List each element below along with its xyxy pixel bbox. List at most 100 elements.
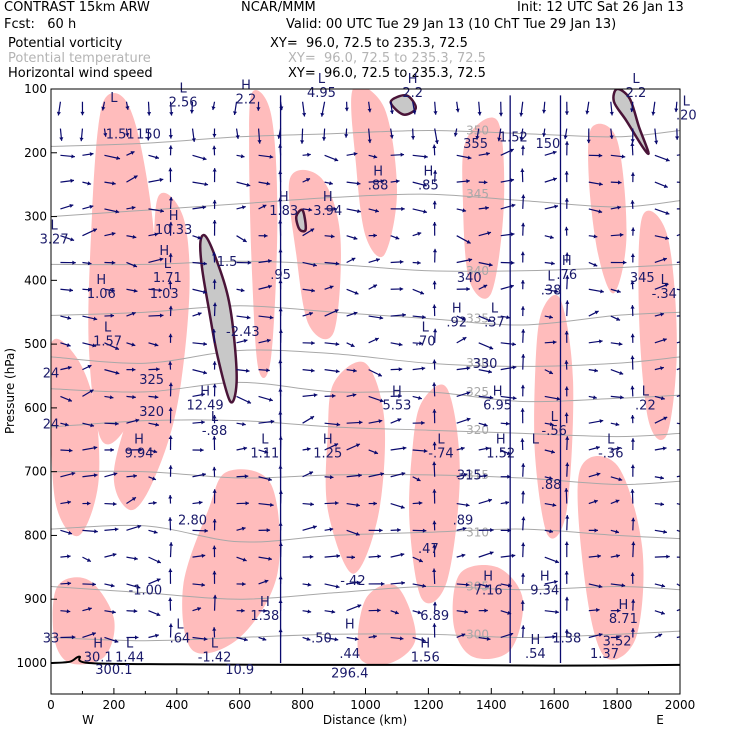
wind-vector-head [521,222,526,227]
wind-vector-head [551,449,555,454]
wind-vector-head [168,382,173,387]
wind-vector-head [465,582,470,587]
wind-vector-head [462,208,467,213]
wind-vector-head [313,393,318,398]
wind-vector-head [432,441,437,446]
wind-vector-head [268,556,272,561]
wind-vector-head [212,361,217,365]
extremum-letter: H [169,209,179,224]
wind-vector-head [552,177,557,182]
extremum-value: 7.16 [474,583,503,598]
theta-label-300: 300 [466,627,489,641]
wind-vector-head [631,599,636,603]
wind-vector-head [377,372,382,377]
extremum-value: .50 [311,631,332,646]
wind-vector-head [497,137,502,142]
wind-vector-head [336,422,341,427]
wind-vector-head [311,340,315,346]
extremum-value: 150 [535,137,560,152]
wind-vector-head [418,501,423,506]
wind-vector-head [483,422,488,427]
wind-vector-head [397,418,402,423]
wind-vector-head [130,151,135,155]
wind-vector-head [488,262,493,267]
wind-vector-head [485,583,489,588]
extremum-letter: H [452,302,462,317]
extremum-value: 355 [463,137,488,152]
wind-vector-head [487,231,491,236]
wind-vector-head [460,446,465,451]
extremum-letter: H [496,432,506,447]
wind-vector-head [485,446,490,451]
wind-vector-head [114,527,119,532]
wind-vector-head [486,636,491,641]
wind-vector-head [212,383,217,388]
wind-vector-head [132,394,136,400]
wind-vector-head [564,541,569,546]
extremum-letter: H [530,633,540,648]
wind-vector-head [489,345,494,350]
wind-vector-head [110,447,114,452]
wind-vector-head [156,367,160,372]
wind-vector-head [609,135,614,139]
wind-vector-head [154,342,159,347]
wind-vector-head [564,330,569,335]
wind-vector-head [168,145,173,149]
extremum-letter: L [211,636,219,651]
wind-vector-head [87,364,92,369]
extremum-value: .22 [635,399,656,414]
wind-vector-head [92,582,96,587]
wind-region-16 [357,584,416,666]
wind-region-5 [288,169,341,340]
extremum-value: .70 [415,335,436,350]
wind-vector-head [336,554,341,559]
wind-vector-head [551,261,555,266]
wind-region-3 [182,469,280,654]
extremum-value: .76 [556,268,577,283]
wind-vector-head [630,438,636,442]
wind-vector-head [310,502,314,507]
wind-vector-head [466,287,470,292]
theta-contour-330 [51,349,680,367]
wind-vector-head [486,151,490,156]
wind-vector-head [564,111,569,115]
wind-vector-head [242,238,247,242]
y-tick-label: 200 [24,146,47,160]
wind-vector-head [509,284,514,289]
wind-vector-head [598,339,603,344]
wind-vector-head [630,385,635,390]
wind-vector-head [398,394,402,399]
wind-vector-head [232,111,238,115]
wind-vector-head [421,366,426,371]
wind-vector-head [87,287,92,292]
wind-vector-head [399,636,404,641]
wind-vector-head [353,151,358,157]
extremum-value: 300.1 [95,663,132,678]
wind-vector-head [137,524,142,529]
wind-vector-head [212,415,217,419]
wind-vector-head [352,393,357,398]
wind-vector-head [168,280,173,285]
wind-vector-head [266,181,271,186]
x-tick-label: 600 [228,698,251,712]
wind-vector-head [330,234,335,239]
wind-vector-head [373,233,377,238]
wind-vector-head [211,328,217,333]
wind-vector-head [356,181,361,186]
wind-vector-head [682,339,686,343]
extremum-value: 340 [457,271,482,286]
extremum-value: -1.00 [129,583,163,598]
wind-vector-head [168,167,173,172]
wind-vector-head [204,528,209,533]
y-tick-label: 400 [24,273,47,287]
wind-vector-head [70,237,75,242]
wind-vector-head [521,490,526,495]
field-name-pv: Potential vorticity [8,36,123,51]
wind-vector-head [309,311,313,316]
y-tick-label: 700 [24,465,47,479]
extremum-letter: L [437,432,445,447]
wind-vector-head [156,612,161,617]
wind-vector-head [563,135,568,140]
wind-vector [676,261,680,264]
wind-vector-head [461,316,466,321]
